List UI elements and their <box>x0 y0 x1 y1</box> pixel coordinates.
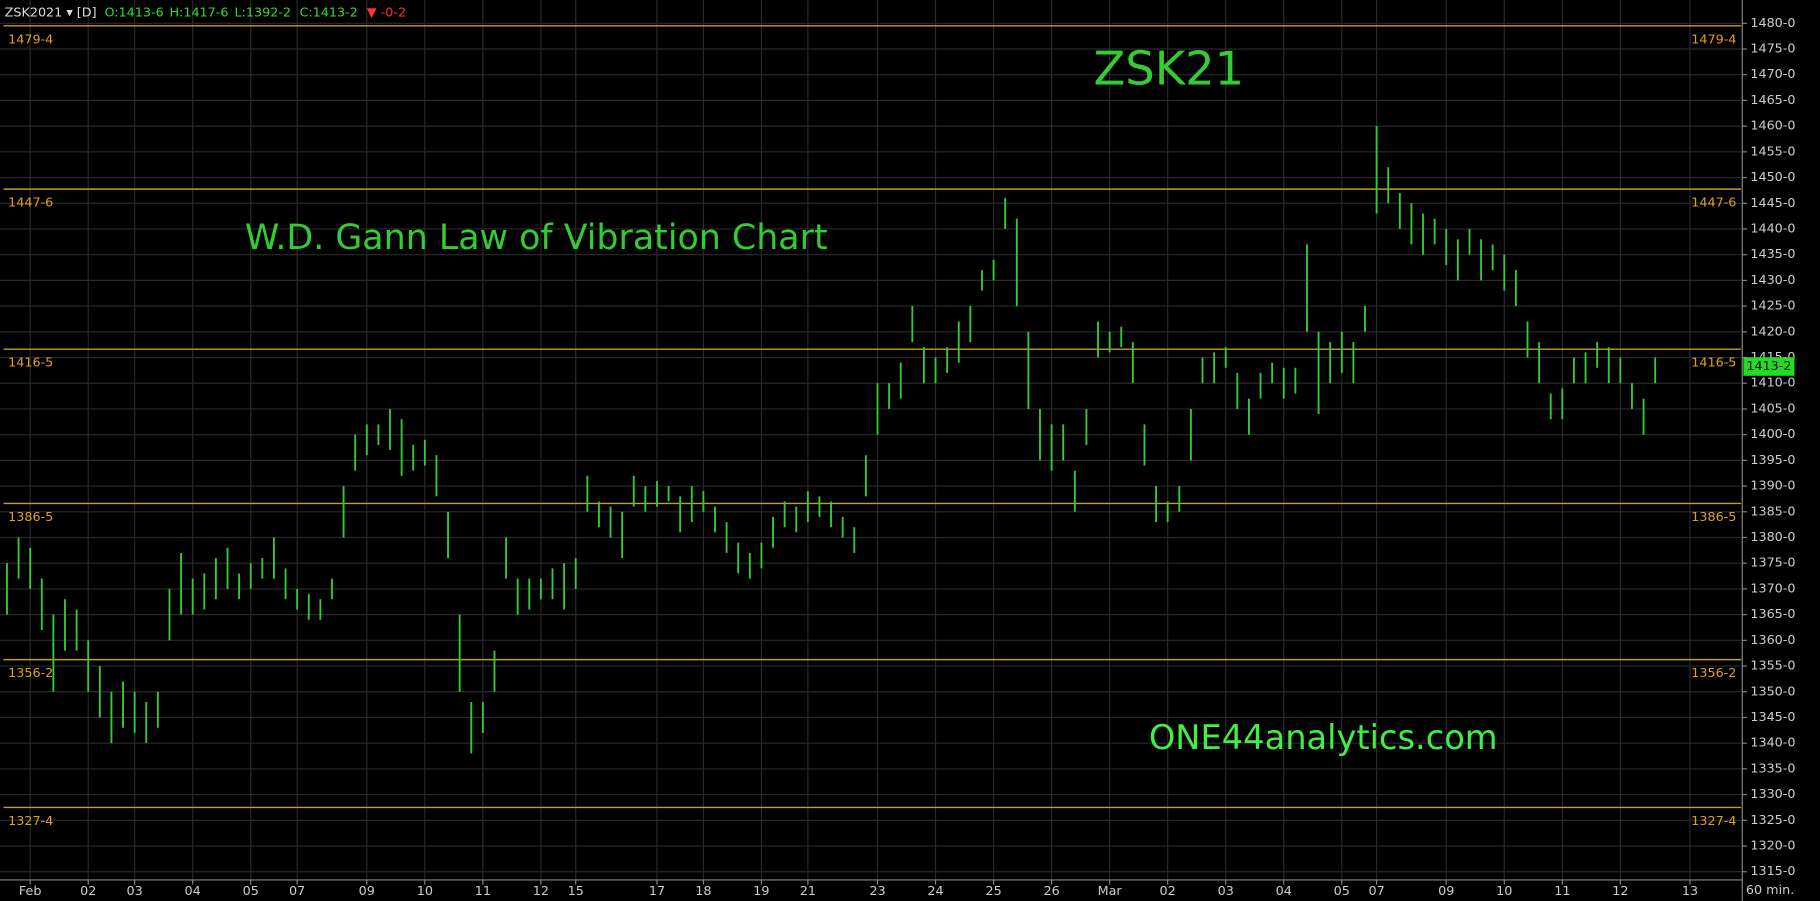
level-label-left: 1386-5 <box>8 510 53 525</box>
level-label-left: 1447-6 <box>8 196 53 211</box>
x-tick-label: 07 <box>1368 884 1384 899</box>
chart-subtitle: W.D. Gann Law of Vibration Chart <box>245 218 828 258</box>
header-high: H:1417-6 <box>169 5 228 20</box>
y-tick-label: 1420-0 <box>1750 324 1795 339</box>
grid-layer <box>0 0 1742 880</box>
level-label-right: 1416-5 <box>1691 356 1736 371</box>
last-price-box <box>1743 357 1795 376</box>
y-tick-label: 1390-0 <box>1750 479 1795 494</box>
header-close: C:1413-2 <box>299 5 357 20</box>
x-tick-label: 19 <box>753 884 769 899</box>
y-tick-label: 1345-0 <box>1750 710 1795 725</box>
level-layer: 1479-4 1479-4 1447-6 1447-6 1416-5 1416-5 1386… <box>3 25 1742 829</box>
y-tick-label: 1370-0 <box>1750 581 1795 596</box>
x-tick-label: 15 <box>568 884 584 899</box>
y-tick-label: 1375-0 <box>1750 556 1795 571</box>
x-tick-label: 10 <box>1496 884 1512 899</box>
y-tick-label: 1320-0 <box>1750 839 1795 854</box>
chart-title: ZSK21 <box>1093 42 1244 96</box>
x-tick-label: 07 <box>289 884 305 899</box>
y-tick-label: 1365-0 <box>1750 607 1795 622</box>
level-label-right: 1386-5 <box>1691 510 1736 525</box>
x-tick-label: 11 <box>1554 884 1570 899</box>
header-symbol: ZSK2021 ▾ [D] <box>5 5 97 20</box>
x-tick-label: 12 <box>1612 884 1628 899</box>
y-tick-label: 1400-0 <box>1750 427 1795 442</box>
x-tick-label: 03 <box>127 884 143 899</box>
y-tick-label: 1445-0 <box>1750 196 1795 211</box>
x-tick-label: 02 <box>1160 884 1176 899</box>
x-tick-label: 12 <box>533 884 549 899</box>
y-tick-label: 1330-0 <box>1750 787 1795 802</box>
x-tick-label: 21 <box>800 884 816 899</box>
x-tick-label: 04 <box>1276 884 1292 899</box>
x-tick-label: 09 <box>359 884 375 899</box>
y-tick-label: 1410-0 <box>1750 376 1795 391</box>
y-tick-label: 1360-0 <box>1750 633 1795 648</box>
axis-layer: 1480-0 1475-0 1470-0 1465-0 1460-0 1455-0 1450… <box>19 16 1796 899</box>
x-tick-label: 25 <box>985 884 1001 899</box>
y-tick-label: 1405-0 <box>1750 401 1795 416</box>
header-change: ▼ -0-2 <box>367 5 406 20</box>
y-tick-label: 1355-0 <box>1750 659 1795 674</box>
y-tick-label: 1425-0 <box>1750 299 1795 314</box>
x-tick-label: 23 <box>869 884 885 899</box>
y-tick-label: 1430-0 <box>1750 273 1795 288</box>
y-tick-label: 1395-0 <box>1750 453 1795 468</box>
level-label-right: 1327-4 <box>1691 814 1736 829</box>
x-tick-label: 03 <box>1218 884 1234 899</box>
y-tick-label: 1480-0 <box>1750 16 1795 31</box>
level-label-left: 1479-4 <box>8 32 53 47</box>
x-tick-label: 13 <box>1682 884 1698 899</box>
x-tick-label: 10 <box>417 884 433 899</box>
header-low: L:1392-2 <box>234 5 291 20</box>
y-tick-label: 1435-0 <box>1750 247 1795 262</box>
y-tick-label: 1340-0 <box>1750 736 1795 751</box>
level-label-right: 1356-2 <box>1691 666 1736 681</box>
y-tick-label: 1470-0 <box>1750 67 1795 82</box>
y-tick-label: 1335-0 <box>1750 761 1795 776</box>
y-tick-label: 1460-0 <box>1750 119 1795 134</box>
y-tick-label: 1325-0 <box>1750 813 1795 828</box>
header-open: O:1413-6 <box>104 5 163 20</box>
x-tick-label: 11 <box>475 884 491 899</box>
y-tick-label: 1440-0 <box>1750 221 1795 236</box>
level-label-left: 1416-5 <box>8 356 53 371</box>
x-tick-label: 09 <box>1438 884 1454 899</box>
y-tick-label: 1315-0 <box>1750 864 1795 879</box>
y-tick-label: 1350-0 <box>1750 684 1795 699</box>
x-unit: 60 min. <box>1746 883 1794 898</box>
y-tick-label: 1385-0 <box>1750 504 1795 519</box>
annotation: ONE44analytics.com <box>1149 718 1498 757</box>
x-tick-label: 26 <box>1043 884 1059 899</box>
x-tick-label: 05 <box>243 884 259 899</box>
y-tick-label: 1475-0 <box>1750 41 1795 56</box>
x-tick-label: 17 <box>649 884 665 899</box>
x-tick-label: 02 <box>80 884 96 899</box>
bar-layer <box>6 126 1657 754</box>
last-price-label: 1413-2 <box>1746 359 1791 374</box>
x-tick-label: 04 <box>185 884 201 899</box>
level-label-right: 1447-6 <box>1691 196 1736 211</box>
y-tick-label: 1380-0 <box>1750 530 1795 545</box>
x-tick-label: Mar <box>1098 884 1123 899</box>
y-tick-label: 1455-0 <box>1750 144 1795 159</box>
y-tick-label: 1465-0 <box>1750 93 1795 108</box>
x-tick-label: 18 <box>695 884 711 899</box>
x-tick-label: 05 <box>1334 884 1350 899</box>
x-tick-label: Feb <box>19 884 42 899</box>
level-label-left: 1327-4 <box>8 814 53 829</box>
level-label-left: 1356-2 <box>8 666 53 681</box>
level-label-right: 1479-4 <box>1691 32 1736 47</box>
y-tick-label: 1450-0 <box>1750 170 1795 185</box>
x-tick-label: 24 <box>927 884 943 899</box>
